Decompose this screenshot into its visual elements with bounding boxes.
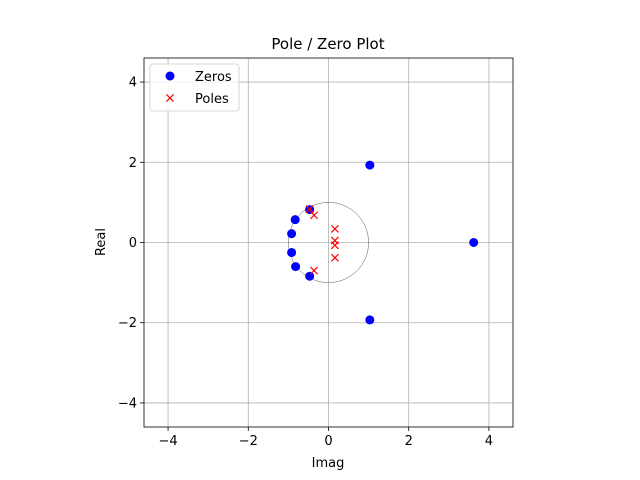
legend-label-poles: Poles bbox=[195, 92, 229, 107]
pole-marker-0 bbox=[305, 205, 314, 214]
plot-area: −4 −2 0 2 4 −4 −2 0 2 4 Zeros Poles bbox=[118, 57, 514, 449]
unit-circle bbox=[288, 202, 369, 283]
y-tick-label-4: 4 bbox=[129, 76, 137, 91]
legend-zeros-marker bbox=[165, 71, 175, 81]
legend-label-zeros: Zeros bbox=[195, 70, 232, 85]
pole-marker-stroke-b bbox=[330, 224, 339, 233]
zero-marker-7 bbox=[287, 229, 297, 239]
legend: Zeros Poles bbox=[149, 63, 240, 112]
legend-poles-marker bbox=[165, 93, 175, 103]
y-tick-label-0: −4 bbox=[118, 396, 137, 411]
zero-marker-6 bbox=[291, 262, 301, 272]
y-tick-label-3: 2 bbox=[129, 156, 137, 171]
x-tick-label-0: −4 bbox=[158, 434, 177, 449]
x-axis-label: Imag bbox=[312, 456, 345, 471]
y-axis-label: Real bbox=[94, 228, 109, 256]
zero-marker-2 bbox=[469, 238, 479, 247]
pole-marker-stroke-b bbox=[330, 241, 339, 250]
pole-marker-stroke-b bbox=[310, 211, 319, 220]
zero-marker-0 bbox=[365, 160, 375, 170]
pole-marker-3 bbox=[330, 224, 339, 233]
series-poles bbox=[305, 205, 339, 275]
pole-marker-1 bbox=[310, 211, 319, 220]
pole-marker-2 bbox=[310, 266, 319, 275]
x-tick-label-3: 2 bbox=[405, 434, 413, 449]
y-tick-label-2: 0 bbox=[129, 236, 137, 251]
legend-poles-stroke-b bbox=[165, 93, 175, 103]
zero-marker-1 bbox=[365, 315, 375, 325]
y-tick-label-1: −2 bbox=[118, 316, 137, 331]
zero-marker-4 bbox=[305, 271, 315, 281]
pole-marker-stroke-b bbox=[310, 266, 319, 275]
zero-marker-5 bbox=[290, 215, 300, 225]
pole-marker-6 bbox=[330, 253, 339, 262]
x-tick-label-1: −2 bbox=[239, 434, 258, 449]
x-tick-label-2: 0 bbox=[324, 434, 332, 449]
pole-marker-5 bbox=[330, 241, 339, 250]
pole-marker-stroke-b bbox=[330, 253, 339, 262]
x-tick-label-4: 4 bbox=[485, 434, 493, 449]
zero-marker-8 bbox=[287, 248, 297, 258]
chart-title: Pole / Zero Plot bbox=[271, 35, 384, 53]
pole-marker-stroke-b bbox=[305, 205, 314, 214]
